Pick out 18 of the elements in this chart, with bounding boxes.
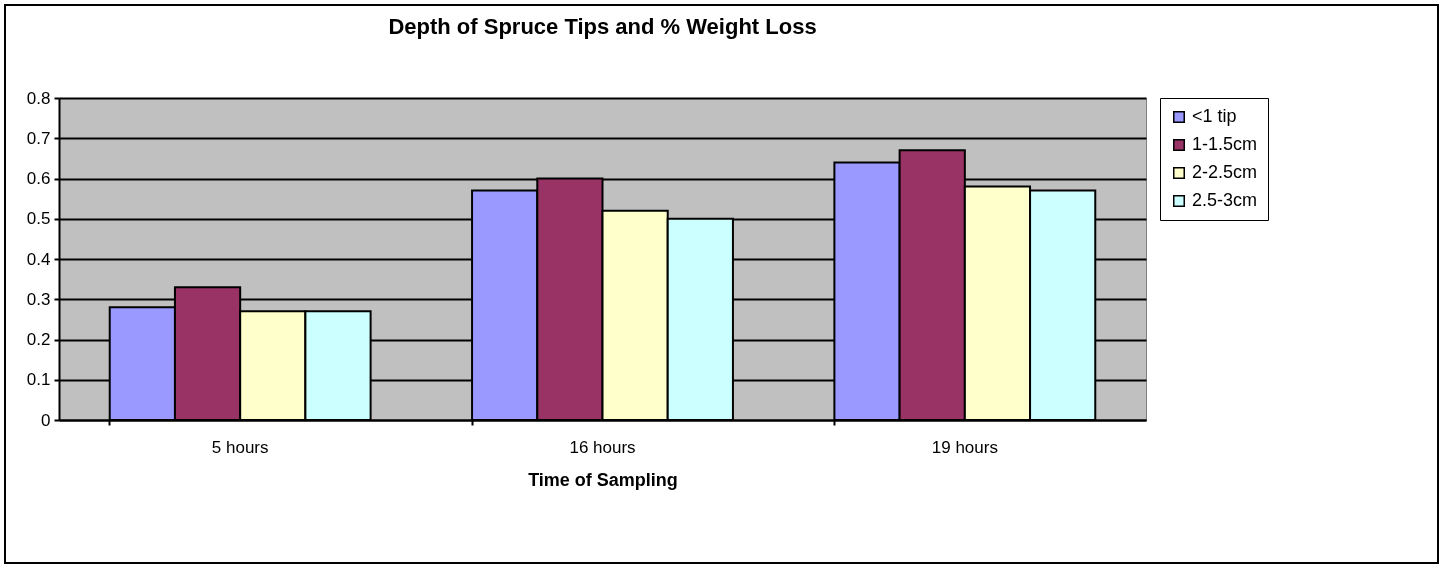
y-tick-label: 0.1 xyxy=(26,370,51,390)
x-axis-title: Time of Sampling xyxy=(528,469,678,490)
x-tick-label: 16 hours xyxy=(569,437,636,457)
y-tick-label: 0 xyxy=(41,410,51,430)
y-tick-label: 0.8 xyxy=(26,88,51,108)
y-tick-label: 0.5 xyxy=(26,209,51,229)
legend-label: 2-2.5cm xyxy=(1192,162,1258,182)
legend-label: <1 tip xyxy=(1192,106,1237,126)
y-tick-label: 0.2 xyxy=(26,330,51,349)
chart-title: Depth of Spruce Tips and % Weight Loss xyxy=(388,14,817,39)
y-tick-label: 0.3 xyxy=(26,289,51,309)
y-tick-label: 0.7 xyxy=(26,128,51,148)
legend-label: 2.5-3cm xyxy=(1192,190,1258,210)
legend-label: 1-1.5cm xyxy=(1192,134,1258,154)
y-tick-label: 0.6 xyxy=(26,169,51,188)
x-tick-label: 19 hours xyxy=(931,437,998,457)
y-tick-label: 0.4 xyxy=(26,249,51,269)
x-tick-label: 5 hours xyxy=(211,437,269,457)
